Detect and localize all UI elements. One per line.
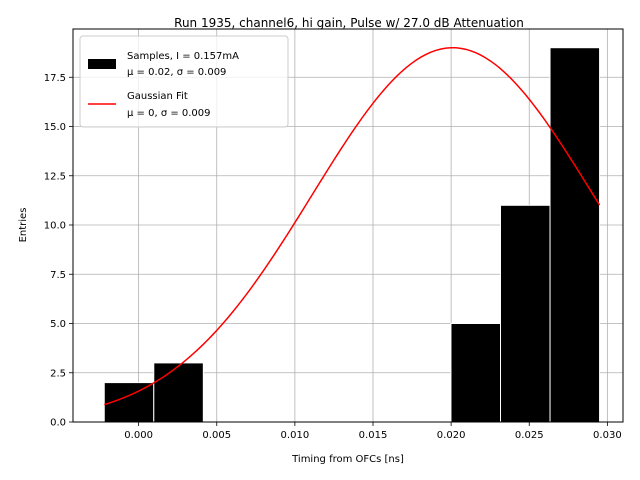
x-axis-label: Timing from OFCs [ns] xyxy=(291,454,404,465)
y-axis-label: Entries xyxy=(18,208,29,243)
legend-fit-sublabel: μ = 0, σ = 0.009 xyxy=(127,108,211,119)
y-tick-label: 15.0 xyxy=(44,122,66,133)
legend-histogram-sublabel: μ = 0.02, σ = 0.009 xyxy=(127,67,226,78)
x-axis-ticks: 0.000 0.005 0.010 0.015 0.020 0.025 0.030 xyxy=(124,422,622,441)
x-tick-label: 0.020 xyxy=(437,430,466,441)
y-tick-label: 10.0 xyxy=(44,221,66,232)
y-axis-ticks: 0.0 2.5 5.0 7.5 10.0 12.5 15.0 17.5 xyxy=(44,73,73,429)
y-tick-label: 12.5 xyxy=(44,171,66,182)
x-tick-label: 0.015 xyxy=(359,430,388,441)
legend-box xyxy=(79,35,289,128)
chart-title: Run 1935, channel6, hi gain, Pulse w/ 27… xyxy=(174,16,524,30)
legend-fit-label: Gaussian Fit xyxy=(127,91,188,102)
y-tick-label: 2.5 xyxy=(50,368,66,379)
legend-histogram-label: Samples, I = 0.157mA xyxy=(127,51,239,62)
x-tick-label: 0.025 xyxy=(515,430,544,441)
plot-frame xyxy=(72,28,624,423)
histogram-bar xyxy=(500,204,551,423)
y-tick-label: 0.0 xyxy=(50,418,66,429)
gaussian-fit-line xyxy=(104,46,601,406)
y-tick-label: 5.0 xyxy=(50,319,66,330)
histogram-bar xyxy=(153,362,204,423)
histogram-bar xyxy=(549,47,601,423)
x-tick-label: 0.030 xyxy=(593,430,622,441)
y-tick-label: 7.5 xyxy=(50,270,66,281)
histogram-bar xyxy=(450,323,501,423)
y-tick-label: 17.5 xyxy=(44,73,66,84)
x-tick-label: 0.010 xyxy=(281,430,310,441)
legend: Samples, I = 0.157mA μ = 0.02, σ = 0.009… xyxy=(79,35,289,128)
x-tick-label: 0.005 xyxy=(202,430,231,441)
legend-histogram-swatch xyxy=(88,59,116,69)
x-tick-label: 0.000 xyxy=(124,430,153,441)
histogram-bars xyxy=(103,47,601,423)
